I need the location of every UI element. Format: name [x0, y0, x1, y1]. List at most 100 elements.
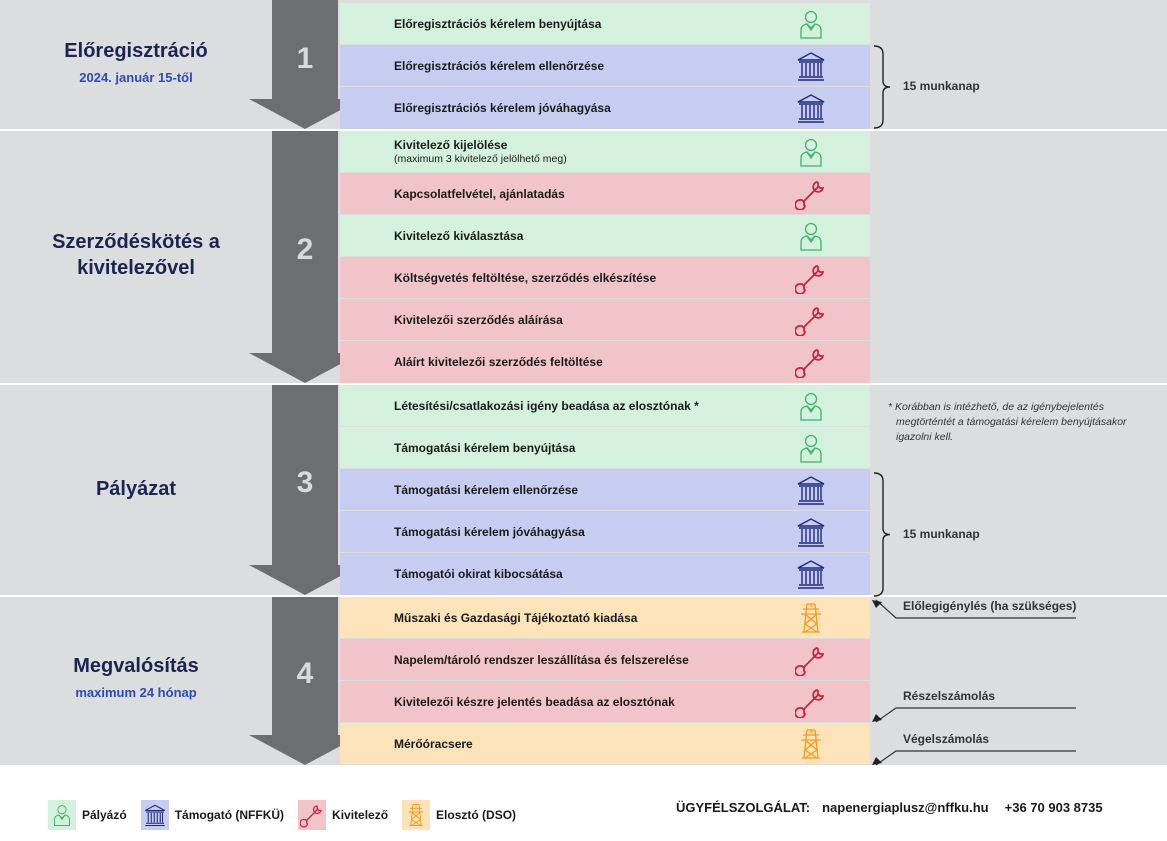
section-title: Megvalósítás maximum 24 hónap [0, 653, 272, 703]
person-icon [795, 136, 827, 168]
person-icon [48, 800, 76, 830]
process-diagram: Előregisztráció 2024. január 15-től 1 Előre… [0, 0, 1167, 766]
step-label-text: Mérőóracsere [394, 736, 473, 751]
legend-label: Támogató (NFFKÜ) [174, 808, 285, 822]
callout-arrow [872, 750, 1076, 766]
step-label: Támogatási kérelem ellenőrzése [394, 483, 578, 497]
step-number: 2 [296, 233, 314, 266]
step-label: Előregisztrációs kérelem benyújtása [394, 17, 601, 31]
wrench-icon [794, 178, 827, 211]
step-row: Támogatói okirat kibocsátása [340, 553, 870, 595]
step-label: Támogatási kérelem jóváhagyása [394, 525, 585, 539]
callout-arrow [872, 599, 1076, 619]
legend-label: Kivitelező [332, 808, 389, 822]
step-number: 1 [296, 42, 314, 75]
institution-icon [140, 800, 169, 830]
curly-bracket [873, 45, 891, 129]
legend-item: Elosztó (DSO) [402, 800, 516, 830]
step-label: Támogatási kérelem benyújtása [394, 441, 575, 455]
institution-icon [795, 92, 827, 124]
step-row: Napelem/tároló rendszer leszállítása és … [340, 639, 870, 680]
institution-icon [795, 516, 827, 548]
step-label: Mérőóracsere [394, 737, 473, 751]
step-label: Támogatói okirat kibocsátása [394, 567, 563, 581]
step-row: Létesítési/csatlakozási igény beadása az… [340, 385, 870, 426]
step-row: Kivitelező kijelölése (maximum 3 kivitele… [340, 131, 870, 172]
step-label-text: Támogatási kérelem ellenőrzése [394, 482, 579, 497]
step-label-text: Kivitelező kiválasztása [394, 228, 524, 243]
contact-label: ÜGYFÉLSZOLGÁLAT: [676, 800, 811, 815]
institution-icon [795, 50, 827, 82]
step-label: Létesítési/csatlakozási igény beadása az… [394, 399, 699, 413]
step-label: Kapcsolatfelvétel, ajánlatadás [394, 187, 565, 201]
step-arrow [249, 0, 361, 129]
step-row: Aláírt kivitelezői szerződés feltöltése [340, 341, 870, 383]
step-label-text: Műszaki és Gazdasági Tájékoztató kiadása [394, 610, 638, 625]
step-row: Mérőóracsere [340, 723, 870, 764]
step-label-text: Előregisztrációs kérelem jóváhagyása [394, 101, 611, 115]
step-label: Kivitelező kijelölése (maximum 3 kivitele… [394, 138, 567, 166]
step-label: Kivitelezői készre jelentés beadása az e… [394, 695, 675, 709]
section-subtitle: 2024. január 15-től [79, 70, 193, 85]
step-label-text: Támogatói okirat kibocsátása [394, 567, 563, 581]
contact-phone[interactable]: +36 70 903 8735 [1004, 800, 1103, 815]
wrench-icon [794, 686, 827, 719]
institution-icon [795, 558, 827, 590]
step-label: Előregisztrációs kérelem ellenőrzése [394, 59, 604, 73]
step-label-text: Napelem/tároló rendszer leszállítása és … [394, 652, 689, 667]
section-title-text: Pályázat [95, 478, 177, 500]
step-label-text: Kivitelezői szerződés aláírása [394, 312, 563, 327]
step-row: Kivitelezői szerződés aláírása [340, 299, 870, 340]
wrench-icon [794, 346, 827, 379]
step-label: Költségvetés feltöltése, szerződés elkés… [394, 271, 656, 285]
legend-label: Elosztó (DSO) [436, 808, 517, 822]
institution-icon [795, 474, 827, 506]
wrench-icon [298, 800, 327, 830]
duration-label: 15 munkanap [903, 79, 980, 93]
step-row: Támogatási kérelem ellenőrzése [340, 469, 870, 510]
step-row: Előregisztrációs kérelem ellenőrzése [340, 45, 870, 86]
step-label: Aláírt kivitelezői szerződés feltöltése [394, 355, 603, 369]
wrench-icon [794, 304, 827, 337]
legend-label: Pályázó [82, 808, 127, 822]
legend-item: Támogató (NFFKÜ) [140, 800, 285, 830]
curly-bracket [873, 472, 891, 597]
step-label: Kivitelezői szerződés aláírása [394, 313, 563, 327]
section-title: Szerződéskötés a kivitelezővel [0, 229, 272, 281]
step-label-text: Kivitelezői készre jelentés beadása az e… [394, 694, 675, 709]
person-icon [795, 390, 827, 422]
arrow-shape [249, 131, 361, 383]
arrow-shape [249, 597, 361, 765]
step-sublabel: (maximum 3 kivitelező jelölhető meg) [394, 152, 567, 165]
step-label-text: Kapcsolatfelvétel, ajánlatadás [394, 186, 565, 201]
step-number: 4 [296, 657, 314, 690]
legend-item: Pályázó [48, 800, 127, 830]
arrow-shape [249, 0, 361, 129]
step-label-text: Aláírt kivitelezői szerződés feltöltése [394, 355, 603, 369]
section-title: Pályázat [0, 476, 272, 502]
step-row: Kivitelező kiválasztása [340, 215, 870, 256]
duration-label: 15 munkanap [903, 526, 980, 541]
step-label-text: Létesítési/csatlakozási igény beadása az… [394, 398, 699, 413]
step-label-text: Kivitelező kijelölése [394, 137, 508, 152]
callout-arrow [872, 707, 1076, 723]
person-icon [795, 432, 827, 464]
step-row: Előregisztrációs kérelem jóváhagyása [340, 87, 870, 129]
footnote: * Korábban is intézhető, de az igénybeje… [888, 401, 1127, 443]
step-label: Napelem/tároló rendszer leszállítása és … [394, 653, 689, 667]
step-label-text: Előregisztrációs kérelem ellenőrzése [394, 58, 605, 73]
callout-label: Végelszámolás [903, 732, 990, 746]
section-title: Előregisztráció 2024. január 15-től [0, 38, 272, 88]
step-arrow [249, 385, 361, 595]
section-title-text: Szerződéskötés a kivitelezővel [52, 231, 220, 279]
step-row: Támogatási kérelem jóváhagyása [340, 511, 870, 552]
arrow-shape [249, 385, 361, 595]
step-label-text: Előregisztrációs kérelem benyújtása [394, 16, 602, 31]
wrench-icon [794, 644, 827, 677]
callout-label: Részelszámolás [903, 689, 996, 703]
contact-email[interactable]: napenergiaplusz@nffku.hu [822, 800, 989, 815]
step-label-text: Költségvetés feltöltése, szerződés elkés… [394, 270, 657, 285]
step-label: Előregisztrációs kérelem jóváhagyása [394, 101, 611, 115]
section-title-text: Előregisztráció [64, 40, 208, 62]
step-label: Kivitelező kiválasztása [394, 229, 523, 243]
